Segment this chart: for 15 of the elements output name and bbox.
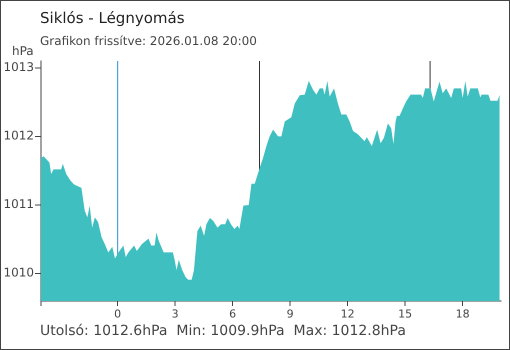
x-tick-label: 6 [229, 307, 236, 320]
x-tick-label: 15 [398, 307, 412, 320]
x-tick-label: 0 [114, 307, 122, 320]
text: Utolsó: 1012.6hPa Min: 1009.9hPa Max: 1012.8hPa [40, 323, 406, 339]
y-tick-label: 1013 [3, 60, 34, 74]
y-tick-label: 1012 [3, 128, 34, 143]
y-tick-label: 1011 [3, 197, 34, 212]
x-tick-label: 18 [456, 307, 470, 320]
x-tick-label: 9 [286, 307, 294, 320]
x-tick-label: 12 [340, 307, 355, 320]
x-tick-label: 3 [172, 307, 179, 320]
y-tick-label: 1010 [3, 266, 34, 280]
y-axis-title: hPa [12, 44, 34, 58]
chart-subtitle: Grafikon frissítve: 2026.01.08 20:00 [40, 34, 257, 48]
chart-title: Siklós - Légnyomás [40, 9, 185, 27]
